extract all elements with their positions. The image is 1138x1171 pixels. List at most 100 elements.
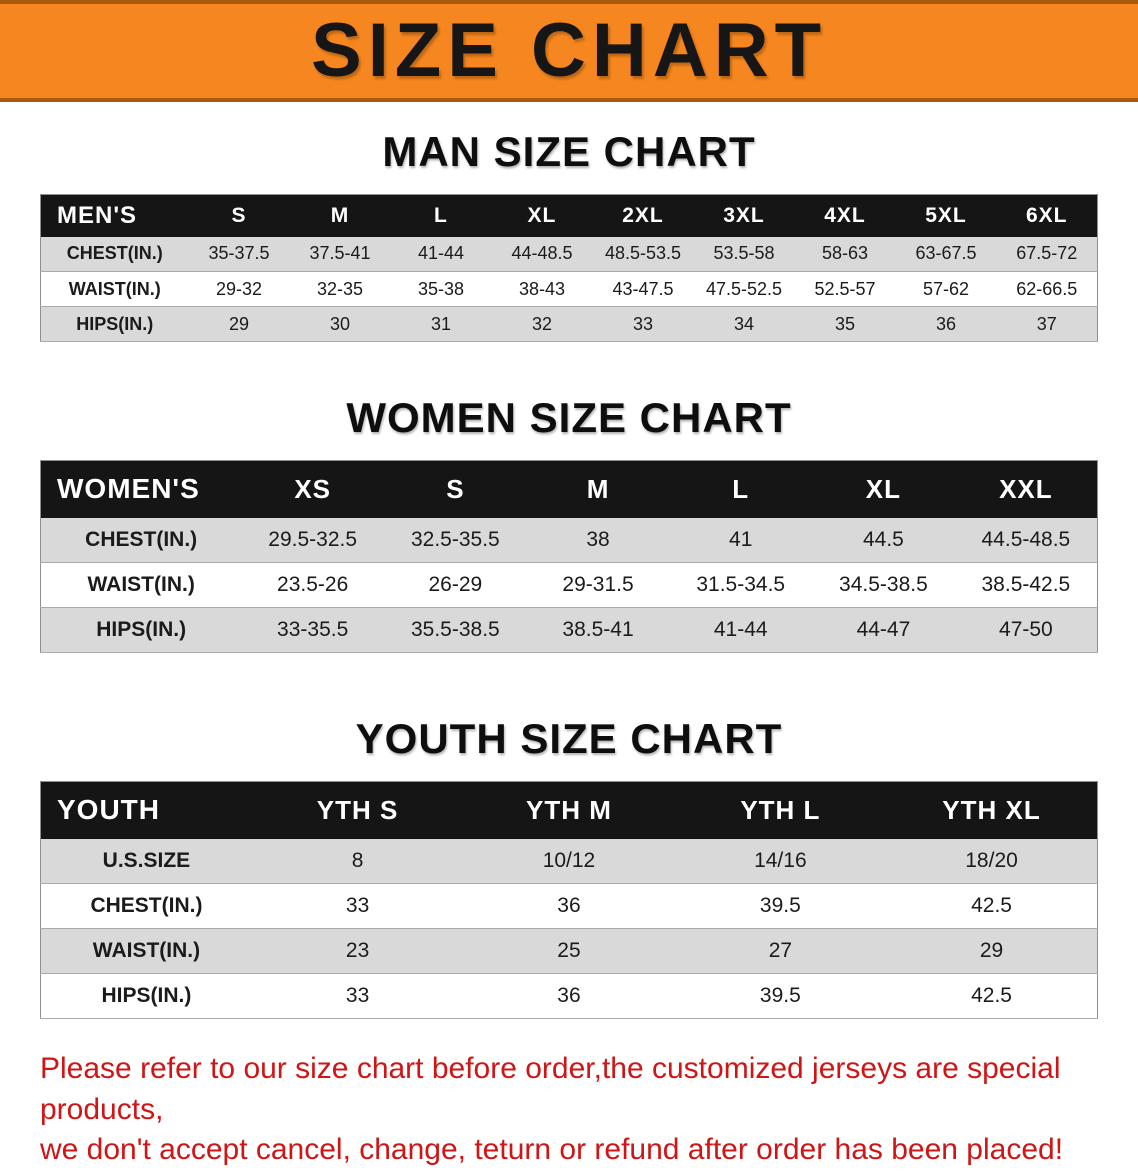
size-value-cell: 58-63 [821, 243, 868, 264]
size-value-cell: 29-31.5 [562, 573, 634, 596]
size-value-cell: 38-43 [518, 278, 565, 299]
size-value-cell: 53.5-58 [713, 243, 775, 264]
size-value-cell: 35-38 [417, 278, 464, 299]
row-label: HIPS(IN.) [76, 313, 154, 334]
size-value-cell: 29 [228, 313, 249, 334]
men-section-heading: MAN SIZE CHART [382, 128, 756, 175]
size-value-cell: 44.5-48.5 [981, 527, 1071, 551]
size-column-header: YTH S [251, 781, 464, 839]
size-value-cell: 42.5 [971, 894, 1012, 917]
size-column-header: 2XL [592, 194, 694, 237]
size-column-header: XXL [954, 460, 1098, 518]
table-row: HIPS(IN.) 33 36 39.5 42.5 [40, 973, 1098, 1019]
size-column-header: S [188, 194, 290, 237]
women-table-header-row: WOMEN'S XS S M L XL XXL [40, 460, 1098, 518]
table-row: CHEST(IN.) 35-37.5 37.5-41 41-44 44-48.5 48.5… [40, 236, 1098, 272]
row-label: CHEST(IN.) [85, 527, 198, 551]
size-column-header: XS [241, 460, 385, 518]
table-row: U.S.SIZE 8 10/12 14/16 18/20 [40, 838, 1098, 884]
disclaimer-line-1: Please refer to our size chart before or… [40, 1052, 1061, 1126]
size-value-cell: 29 [979, 939, 1004, 962]
size-column-header: L [669, 460, 813, 518]
table-row: CHEST(IN.) 33 36 39.5 42.5 [40, 883, 1098, 929]
row-label: U.S.SIZE [102, 848, 191, 872]
size-value-cell: 41 [729, 527, 753, 551]
size-column-header: M [289, 194, 391, 237]
size-value-cell: 35.5-38.5 [410, 618, 500, 641]
table-row: WAIST(IN.) 23.5-26 26-29 29-31.5 31.5-34.5 34… [40, 562, 1098, 608]
size-value-cell: 34.5-38.5 [839, 573, 928, 596]
size-value-cell: 33-35.5 [277, 618, 349, 641]
size-value-cell: 52.5-57 [814, 278, 876, 299]
youth-section: YOUTH SIZE CHART YOUTH YTH S YTH M YTH L YTH… [0, 715, 1138, 1019]
size-value-cell: 23 [345, 939, 370, 962]
size-value-cell: 44-47 [856, 618, 911, 641]
men-size-table: MEN'S S M L XL 2XL 3XL 4XL 5XL 6XL CHEST(IN.) 35-3… [40, 194, 1098, 342]
size-value-cell: 8 [351, 848, 364, 872]
size-value-cell: 47-50 [999, 618, 1053, 641]
size-column-header: YTH M [463, 781, 675, 839]
size-value-cell: 36 [557, 894, 581, 917]
disclaimer: Please refer to our size chart before or… [40, 1049, 1098, 1171]
size-value-cell: 10/12 [542, 848, 596, 872]
size-value-cell: 39.5 [759, 984, 801, 1007]
size-value-cell: 35-37.5 [208, 243, 270, 264]
size-value-cell: 41-44 [713, 618, 768, 641]
size-column-header: YTH L [674, 781, 887, 839]
table-row: HIPS(IN.) 33-35.5 35.5-38.5 38.5-41 41-44 44-… [40, 607, 1098, 653]
size-value-cell: 25 [557, 939, 581, 962]
size-value-cell: 30 [329, 313, 350, 334]
size-column-header: 5XL [895, 194, 997, 237]
size-value-cell: 44.5 [862, 527, 904, 551]
size-value-cell: 27 [768, 939, 793, 962]
size-value-cell: 36 [935, 313, 956, 334]
size-value-cell: 44-48.5 [511, 243, 573, 264]
size-value-cell: 32-35 [316, 278, 363, 299]
row-label: WAIST(IN.) [92, 939, 201, 962]
size-value-cell: 33 [632, 313, 653, 334]
size-value-cell: 29-32 [215, 278, 262, 299]
size-value-cell: 18/20 [965, 848, 1018, 872]
size-column-header: S [384, 460, 527, 518]
size-column-header: M [526, 460, 670, 518]
size-column-header: YTH XL [886, 781, 1098, 839]
size-value-cell: 29.5-32.5 [268, 527, 358, 551]
row-label: CHEST(IN.) [66, 243, 163, 264]
size-value-cell: 37.5-41 [309, 243, 371, 264]
table-row: CHEST(IN.) 29.5-32.5 32.5-35.5 38 41 44.5 44.5… [40, 517, 1098, 563]
size-value-cell: 32.5-35.5 [410, 527, 500, 551]
youth-table-header-row: YOUTH YTH S YTH M YTH L YTH XL [40, 781, 1098, 839]
size-value-cell: 26-29 [428, 573, 483, 596]
size-column-header: L [390, 194, 492, 237]
size-value-cell: 38 [586, 527, 610, 551]
table-row: HIPS(IN.) 29 30 31 32 33 34 35 36 37 [40, 306, 1098, 342]
youth-size-table: YOUTH YTH S YTH M YTH L YTH XL U.S.SIZE 8 10/1… [40, 781, 1098, 1019]
size-column-header: XL [812, 460, 955, 518]
size-value-cell: 31 [430, 313, 451, 334]
row-label: HIPS(IN.) [101, 984, 192, 1007]
women-size-table: WOMEN'S XS S M L XL XXL CHEST(IN.) 29.5-32.5 32.… [40, 460, 1098, 653]
size-value-cell: 37 [1036, 313, 1057, 334]
size-value-cell: 62-66.5 [1016, 278, 1078, 299]
table-title-cell: WOMEN'S [40, 460, 242, 518]
size-value-cell: 43-47.5 [612, 278, 674, 299]
size-value-cell: 35 [834, 313, 855, 334]
size-value-cell: 39.5 [759, 894, 801, 917]
women-section-heading: WOMEN SIZE CHART [346, 394, 792, 441]
women-section: WOMEN SIZE CHART WOMEN'S XS S M L XL XXL CHEST… [0, 394, 1138, 653]
youth-section-heading: YOUTH SIZE CHART [355, 715, 783, 762]
size-value-cell: 67.5-72 [1016, 243, 1078, 264]
size-column-header: 3XL [693, 194, 795, 237]
size-value-cell: 48.5-53.5 [604, 243, 681, 264]
page-title: SIZE CHART [311, 8, 827, 93]
table-row: WAIST(IN.) 29-32 32-35 35-38 38-43 43-47.5 47.… [40, 271, 1098, 307]
size-value-cell: 38.5-42.5 [981, 573, 1071, 596]
size-value-cell: 33 [345, 894, 370, 917]
size-value-cell: 32 [531, 313, 552, 334]
men-section: MAN SIZE CHART MEN'S S M L XL 2XL 3XL 4XL 5XL 6XL… [0, 128, 1138, 342]
banner: SIZE CHART [0, 0, 1138, 102]
size-value-cell: 23.5-26 [277, 573, 349, 596]
size-value-cell: 36 [557, 984, 581, 1007]
size-column-header: XL [491, 194, 593, 237]
